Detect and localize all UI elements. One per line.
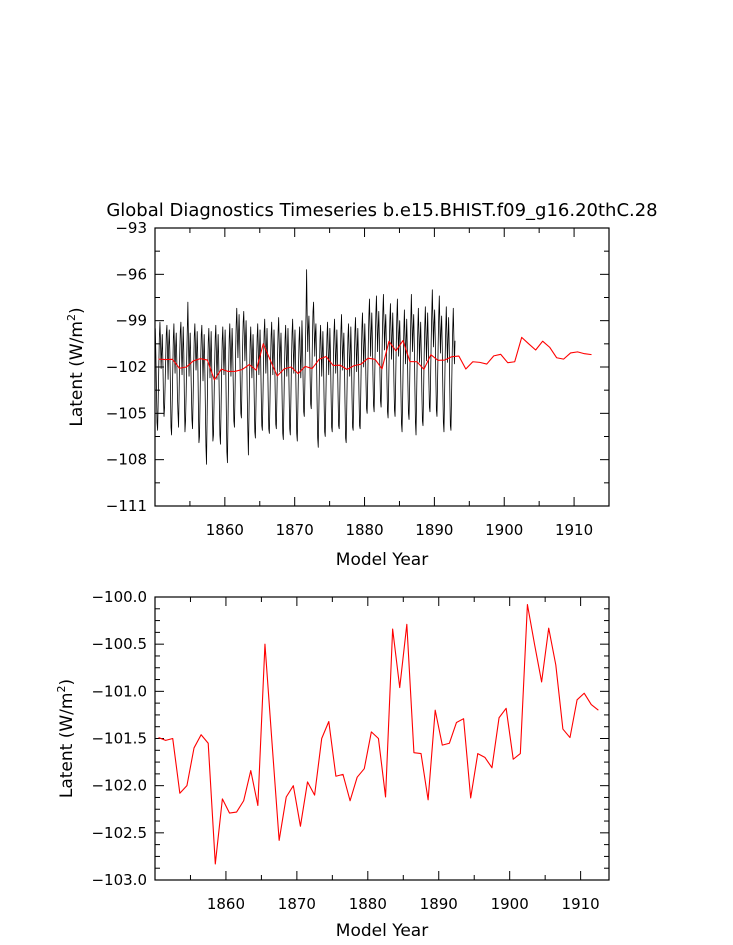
x-tick-label: 1900 [485,521,523,539]
x-axis-label: Model Year [336,550,428,570]
monthly-series-line [154,269,456,465]
x-tick-label: 1870 [276,521,314,539]
annual-series-line [158,603,599,865]
x-tick-label: 1860 [207,895,245,913]
x-axis-label: Model Year [336,921,428,941]
x-tick-label: 1880 [345,521,383,539]
y-tick-label: −108 [106,451,147,469]
y-tick-label: −102.0 [91,777,147,795]
annual-series-line [158,336,592,381]
chart-title: Global Diagnostics Timeseries b.e15.BHIS… [106,200,657,221]
x-tick-label: 1910 [555,521,593,539]
y-tick-label: −100.0 [91,588,147,606]
x-tick-label: 1900 [491,895,529,913]
y-tick-label: −105 [106,404,147,422]
y-tick-label: −102.5 [91,824,147,842]
y-tick-label: −100.5 [91,635,147,653]
x-tick-label: 1870 [278,895,316,913]
y-tick-label: −101.5 [91,730,147,748]
y-axis-label: Latent (W/m2) [65,307,87,426]
y-tick-label: −93 [115,219,147,237]
y-axis-label: Latent (W/m2) [55,679,77,798]
x-tick-label: 1890 [420,895,458,913]
x-tick-label: 1860 [206,521,244,539]
x-tick-label: 1910 [562,895,600,913]
x-tick-label: 1880 [349,895,387,913]
x-tick-label: 1890 [415,521,453,539]
y-tick-label: −99 [115,312,147,330]
y-tick-label: −96 [115,265,147,283]
y-tick-label: −102 [106,358,147,376]
y-tick-label: −101.0 [91,682,147,700]
y-tick-label: −111 [106,497,147,515]
chart-bottom: 1860 1870 1880 1890 1900 1910 −103.0 −102.5 −102… [55,588,610,941]
chart-top: 1860 1870 1880 1890 1900 1910 −111 −108 −105 −102… [65,219,610,570]
y-tick-label: −103.0 [91,871,147,889]
plot-frame [154,596,610,881]
